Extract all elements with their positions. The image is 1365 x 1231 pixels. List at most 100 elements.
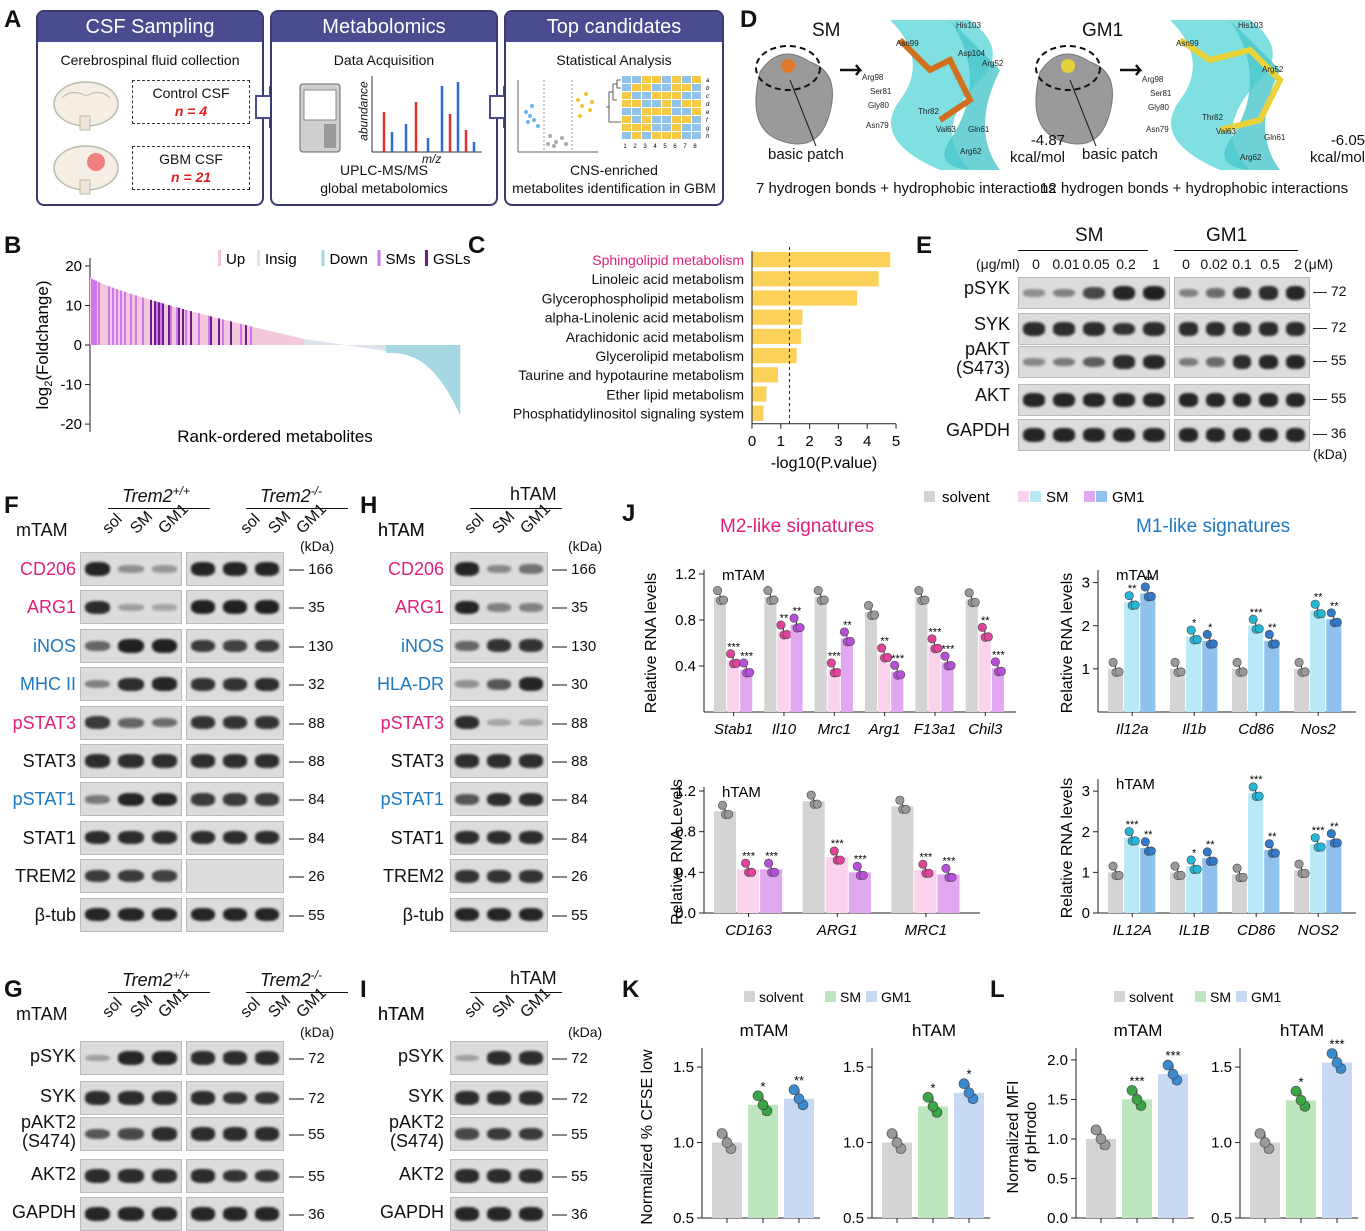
residue-label: Asn99 [1176,39,1199,48]
data-point [820,596,828,604]
protein-band [455,1169,479,1182]
i-kda-label: — 72 [552,1090,588,1107]
csf-sampling-title: CSF Sampling [38,12,262,42]
protein-band [519,908,543,922]
sm-basic-patch-label: basic patch [768,146,844,163]
y-tick-label: 1.2 [675,566,696,583]
f-kda-label: — 84 [289,791,325,808]
heatmap-cell [662,116,671,123]
gsl-bar [154,301,156,345]
lane-label: SM [265,992,295,1022]
data-point [713,586,721,594]
f-row-label: STAT3 [0,751,76,772]
blot-strip [80,782,182,816]
panel-label-j: J [622,500,635,528]
data-point [870,611,878,619]
protein-band [1083,322,1105,335]
protein-band [152,565,177,572]
bar [878,655,890,713]
legend-swatch [257,250,260,266]
lane-label: SM [265,508,295,538]
y-axis-label: Normalized MFI [1005,1081,1022,1194]
gsl-bar [178,308,180,345]
blot-strip [80,706,182,740]
protein-band [191,640,215,652]
data-point [1209,640,1217,648]
blot-strip [450,1041,548,1075]
protein-band [1206,288,1225,298]
blot-strip [186,552,284,586]
pathway-bar [752,310,802,325]
cell-type-label: mTAM [16,520,68,541]
protein-band [223,678,247,691]
data-point [1193,865,1201,873]
sm-bar [208,316,210,345]
sm-bar [198,313,200,345]
data-point [717,1128,727,1138]
protein-band [191,1127,215,1140]
data-point [1333,839,1341,847]
heatmap-cell [622,76,631,83]
chart-title: hTAM [1280,1021,1324,1040]
gsl-bar [230,321,232,345]
genotype-line [246,992,348,993]
x-tick-label: 2 [805,433,813,450]
data-point [1091,1125,1101,1135]
mass-spectrum-icon [354,72,484,164]
data-point [1301,869,1309,877]
blot-strip [1174,277,1310,309]
significance-stars: *** [831,838,845,850]
h-row-label: pSTAT1 [356,789,444,810]
f-row-label: TREM2 [0,866,76,887]
pathway-bar [752,252,890,267]
g-row-label: GAPDH [0,1203,76,1222]
data-point [1271,849,1279,857]
significance-stars: ** [880,636,889,648]
x-tick-label: 1 [777,433,785,450]
blot-strip [1174,346,1310,378]
heatmap-col-label: 4 [653,144,657,150]
protein-band [519,1091,543,1104]
significance-stars: ** [1144,574,1153,586]
y-tick-label: 1.5 [673,1059,694,1076]
protein-band [1233,322,1252,335]
chart-title: hTAM [722,784,761,801]
sm-bar [160,303,162,345]
protein-band [487,639,511,652]
h-row-label: ARG1 [356,597,444,618]
heatmap-cell [632,124,641,131]
data-point [965,589,973,597]
g-kda-label: — 36 [289,1206,325,1223]
significance-stars: ** [780,613,789,625]
protein-band [1286,428,1305,442]
h-row-label: STAT1 [356,828,444,849]
significance-stars: *** [828,650,842,662]
significance-stars: ** [1330,600,1339,612]
data-point [770,868,778,876]
legend-swatch [1096,491,1107,502]
y-tick-label: 0.5 [1047,1170,1068,1187]
protein-band [519,1128,543,1140]
pathway-label: Phosphatidylinositol signaling system [513,406,744,422]
protein-band [1143,286,1165,300]
blot-strip [1018,313,1170,345]
gsl-bar [182,309,184,345]
bar [784,1099,814,1218]
data-point [846,637,854,645]
blot-strip [450,590,548,624]
protein-band [152,1091,177,1104]
h-kda-label: — 84 [552,791,588,808]
protein-band [223,1092,247,1105]
protein-band [118,1169,143,1182]
bar [1124,602,1139,712]
protein-band [1023,358,1045,366]
protein-band [191,831,215,844]
protein-band [1286,393,1305,407]
e-dose-label: 0 [1021,256,1051,272]
bar [1310,844,1325,913]
protein-band [223,562,247,576]
e-group-sm: SM [1075,225,1104,247]
